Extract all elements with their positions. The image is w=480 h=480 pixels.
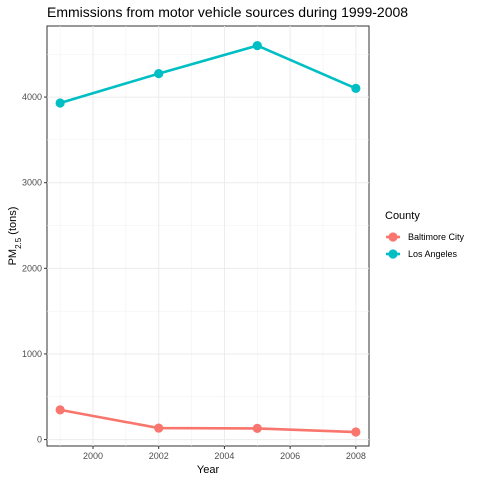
series-line-los-angeles [59, 44, 357, 105]
data-point-los-angeles [351, 83, 361, 93]
y-tick-label: 4000 [22, 92, 42, 102]
legend-key-point-baltimore-city [388, 232, 398, 242]
series-line-baltimore-city [59, 408, 356, 434]
y-axis-label: PM2.5 (tons) [7, 207, 23, 266]
series-layer [55, 40, 361, 437]
chart-title: Emmissions from motor vehicle sources du… [47, 4, 408, 20]
x-axis-ticks: 2000 2002 2004 2006 2008 [83, 446, 366, 461]
y-tick-label: 0 [37, 435, 42, 445]
grid-lines [47, 26, 369, 446]
y-axis-ticks: 0 1000 2000 3000 4000 [22, 92, 47, 445]
x-tick-label: 2004 [214, 451, 234, 461]
y-axis-label-subscript: 2.5 [14, 237, 23, 249]
y-axis-label-unit: (tons) [7, 207, 19, 238]
legend-key-point-los-angeles [388, 249, 398, 259]
data-point-baltimore-city [351, 427, 361, 437]
x-tick-label: 2008 [346, 451, 366, 461]
data-point-los-angeles [252, 40, 262, 51]
y-tick-label: 2000 [22, 263, 42, 273]
data-point-los-angeles [55, 98, 65, 108]
legend-title: County [385, 210, 420, 222]
data-point-baltimore-city [154, 423, 164, 433]
x-axis-label: Year [197, 464, 220, 476]
legend-items: Baltimore City Los Angeles [386, 232, 465, 259]
legend-label-baltimore-city: Baltimore City [408, 232, 465, 242]
y-tick-label: 3000 [22, 178, 42, 188]
data-point-baltimore-city [55, 405, 65, 415]
y-axis-label-main: PM [7, 249, 19, 266]
legend: County Baltimore City Los Angeles [385, 210, 465, 259]
x-tick-label: 2000 [83, 451, 103, 461]
x-tick-label: 2006 [280, 451, 300, 461]
y-tick-label: 1000 [22, 349, 42, 359]
legend-label-los-angeles: Los Angeles [408, 249, 458, 259]
plot-panel [46, 25, 370, 447]
data-point-los-angeles [154, 69, 164, 79]
data-point-baltimore-city [252, 423, 262, 434]
x-tick-label: 2002 [149, 451, 169, 461]
